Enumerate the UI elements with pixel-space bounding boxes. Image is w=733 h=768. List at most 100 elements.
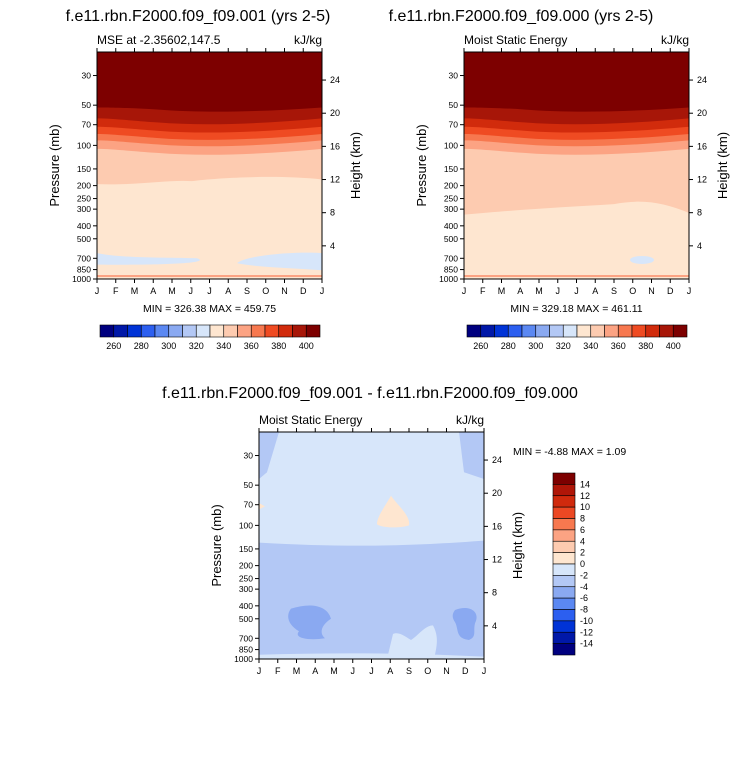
tr-cbar-box xyxy=(535,324,550,338)
tr-cbar-box xyxy=(659,324,674,338)
bt-cbar-label: -10 xyxy=(580,616,593,626)
bt-edge-left xyxy=(259,432,279,480)
tl-ytick-label: 200 xyxy=(77,181,91,191)
tr-cbar-label: 360 xyxy=(611,341,626,350)
bt-rtick-label: 12 xyxy=(492,555,502,565)
tr-ytick-label: 850 xyxy=(444,265,458,275)
top-right-chart: J F M A M J J A S O N D J305070100150200250300400500… xyxy=(414,33,730,350)
tr-ytick-label: 500 xyxy=(444,234,458,244)
tr-ytick-label: 30 xyxy=(449,71,459,81)
bt-subtitle-right: kJ/kg xyxy=(456,413,484,427)
tr-cbar-box xyxy=(521,324,537,338)
tl-ylabel-right: Height (km) xyxy=(348,132,363,199)
tl-cbar-label: 380 xyxy=(271,341,286,350)
bt-rtick-label: 8 xyxy=(492,588,497,598)
tl-cbar-label: 280 xyxy=(134,341,149,350)
tl-xtick-label: A xyxy=(225,286,231,296)
tr-rtick-label: 4 xyxy=(697,241,702,251)
tl-xtick-label: J xyxy=(95,286,100,296)
bt-ytick-label: 300 xyxy=(239,584,253,594)
tl-ytick-label: 400 xyxy=(77,221,91,231)
bt-xtick-label: A xyxy=(387,666,393,676)
tr-xtick-label: M xyxy=(498,286,506,296)
bt-xtick-label: M xyxy=(293,666,301,676)
bt-ytick-label: 30 xyxy=(244,451,254,461)
bt-cbar-label: 6 xyxy=(580,525,585,535)
bt-cbar-label: -8 xyxy=(580,605,588,615)
bt-xtick-label: A xyxy=(312,666,318,676)
tr-rtick-label: 20 xyxy=(697,108,707,118)
tr-xtick-label: A xyxy=(592,286,598,296)
tl-subtitle-right: kJ/kg xyxy=(294,33,322,47)
bt-ytick-label: 200 xyxy=(239,561,253,571)
bt-ylabel-right: Height (km) xyxy=(510,512,525,579)
tr-ylabel: Pressure (mb) xyxy=(414,124,429,206)
bt-cbar-label: 8 xyxy=(580,514,585,524)
bt-cbar-box xyxy=(552,529,576,542)
tl-cbar-box xyxy=(113,324,128,338)
tr-cbar-label: 320 xyxy=(556,341,571,350)
tl-ylabel: Pressure (mb) xyxy=(47,124,62,206)
tr-xtick-label: A xyxy=(517,286,523,296)
tr-cbar-box xyxy=(617,324,633,338)
bt-cbar-label: 0 xyxy=(580,559,585,569)
tr-xtick-label: S xyxy=(611,286,617,296)
tr-xtick-label: J xyxy=(687,286,692,296)
bt-xtick-label: M xyxy=(330,666,338,676)
bt-cbar-label: 14 xyxy=(580,479,590,489)
tl-cbar-box xyxy=(154,324,170,338)
bt-cbar-box xyxy=(552,518,576,531)
tr-xtick-label: M xyxy=(535,286,543,296)
bt-ytick-label: 50 xyxy=(244,480,254,490)
tl-xtick-label: F xyxy=(113,286,119,296)
tl-cbar-label: 320 xyxy=(189,341,204,350)
bt-ytick-label: 850 xyxy=(239,645,253,655)
tr-cbar-label: 300 xyxy=(528,341,543,350)
tr-ytick-label: 200 xyxy=(444,181,458,191)
bt-light-region xyxy=(387,625,437,659)
bt-cbar-label: -4 xyxy=(580,582,588,592)
tr-xtick-label: N xyxy=(648,286,655,296)
bt-cbar-label: -6 xyxy=(580,593,588,603)
top-left-title: f.e11.rbn.F2000.f09_f09.001 (yrs 2-5) xyxy=(65,8,331,25)
bt-cbar-box xyxy=(552,597,576,610)
tl-cbar-box xyxy=(195,324,211,338)
tl-stats: MIN = 326.38 MAX = 459.75 xyxy=(143,303,276,315)
bt-negative-blob xyxy=(288,605,331,640)
bt-cbar-box xyxy=(552,609,576,622)
bt-rtick-label: 4 xyxy=(492,621,497,631)
tl-subtitle-left: MSE at -2.35602,147.5 xyxy=(97,33,221,47)
bt-cbar-label: 2 xyxy=(580,548,585,558)
tl-rtick-label: 20 xyxy=(330,108,340,118)
tl-cbar-box xyxy=(305,324,321,338)
bt-band-upper xyxy=(259,432,484,546)
tr-rtick-label: 12 xyxy=(697,175,707,185)
bt-cbar-box xyxy=(552,472,576,485)
bt-rtick-label: 24 xyxy=(492,455,502,465)
tr-cbar-box xyxy=(480,324,495,338)
tl-cbar-box xyxy=(209,324,225,338)
bt-ytick-label: 700 xyxy=(239,633,253,643)
tr-ytick-label: 700 xyxy=(444,253,458,263)
bt-subtitle-left: Moist Static Energy xyxy=(259,413,362,427)
tl-ytick-label: 30 xyxy=(82,71,92,81)
tr-cbar-label: 400 xyxy=(666,341,681,350)
bt-cbar-box xyxy=(552,484,576,497)
bt-cbar-box xyxy=(552,495,576,508)
bt-rtick-label: 20 xyxy=(492,488,502,498)
bt-ytick-label: 500 xyxy=(239,614,253,624)
tl-rtick-label: 12 xyxy=(330,175,340,185)
tl-cbar-box xyxy=(182,324,197,338)
bt-positive-blob xyxy=(377,495,410,528)
bt-stats: MIN = -4.88 MAX = 1.09 xyxy=(513,446,626,458)
tl-cbar-label: 360 xyxy=(244,341,259,350)
bt-cbar-label: -12 xyxy=(580,627,593,637)
tl-rtick-label: 8 xyxy=(330,208,335,218)
bt-xtick-label: J xyxy=(482,666,487,676)
bt-cbar-box xyxy=(552,563,576,576)
tr-ytick-label: 70 xyxy=(449,120,459,130)
tl-cbar-label: 400 xyxy=(299,341,314,350)
tr-ytick-label: 400 xyxy=(444,221,458,231)
bt-edge-right xyxy=(459,432,484,480)
tl-rtick-label: 4 xyxy=(330,241,335,251)
